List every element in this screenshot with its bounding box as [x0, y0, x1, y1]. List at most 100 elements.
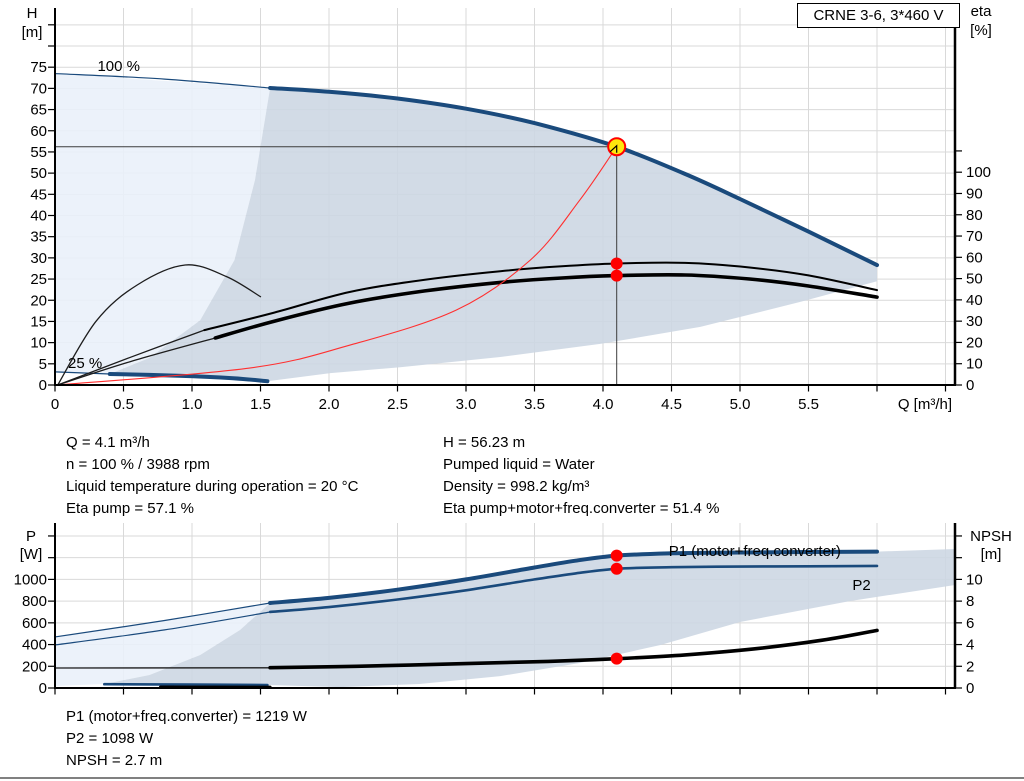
tick-label-left: 70 — [30, 80, 47, 97]
p1-curve — [268, 549, 879, 605]
duty-info-left: Q = 4.1 m³/h n = 100 % / 3988 rpm Liquid… — [66, 432, 358, 520]
tick-label-left: 65 — [30, 102, 47, 119]
pump-curve-25-thin — [54, 371, 111, 375]
tick-label-right: 100 — [966, 164, 991, 181]
tick-label-left: 20 — [30, 292, 47, 309]
tick-label-left: 200 — [22, 658, 47, 675]
tick-label-left: 35 — [30, 229, 47, 246]
tick-label-x: 3.5 — [524, 396, 545, 413]
tick-label-right: 30 — [966, 313, 983, 330]
pump-curve-100-thin — [54, 72, 271, 89]
tick-label-left: 5 — [39, 356, 47, 373]
speed-25-label: 25 % — [68, 355, 102, 372]
tick-label-x: 4.0 — [593, 396, 614, 413]
tick-label-x: 1.0 — [182, 396, 203, 413]
tick-label-x: 1.5 — [250, 396, 271, 413]
tick-label-left: 55 — [30, 144, 47, 161]
y-left-axis-title: H — [27, 5, 38, 22]
tick-label-right: 4 — [966, 637, 974, 654]
p2-curve — [268, 564, 879, 614]
info-line-p2: P2 = 1098 W — [66, 730, 154, 747]
tick-label-right: 20 — [966, 334, 983, 351]
info-line-liquid: Pumped liquid = Water — [443, 456, 595, 473]
info-line-head: H = 56.23 m — [443, 434, 526, 451]
tick-label-x: 2.0 — [319, 396, 340, 413]
tick-label-left: 0 — [39, 680, 47, 697]
envelope-dark — [109, 88, 878, 382]
envelope-light — [55, 73, 271, 374]
x-axis-title: Q [m³/h] — [898, 396, 952, 413]
tick-label-right: 0 — [966, 680, 974, 697]
info-line-density: Density = 998.2 kg/m³ — [443, 478, 590, 495]
y-left-axis-title: P — [26, 528, 36, 545]
tick-label-right: 90 — [966, 185, 983, 202]
tick-label-left: 50 — [30, 165, 47, 182]
tick-label-left: 1000 — [14, 571, 47, 588]
duty-point-p2 — [610, 562, 623, 575]
speed-100-label: 100 % — [97, 58, 140, 75]
tick-label-left: 40 — [30, 208, 47, 225]
eta-curve-25 — [57, 264, 262, 386]
duty-info-right: H = 56.23 m Pumped liquid = Water Densit… — [443, 432, 719, 520]
p2-curve-thin — [54, 611, 271, 646]
tick-label-left: 75 — [30, 59, 47, 76]
p1-curve-label: P1 (motor+freq.converter) — [669, 543, 841, 560]
npsh-curve — [268, 628, 879, 670]
y-right-axis-unit: [%] — [970, 22, 992, 39]
tick-label-left: 10 — [30, 335, 47, 352]
control-curve — [57, 146, 618, 386]
duty-point-eta-pump — [610, 257, 623, 270]
eta-total-curve — [213, 272, 879, 340]
tick-label-left: 0 — [39, 377, 47, 394]
tick-label-x: 5.0 — [730, 396, 751, 413]
tick-label-right: 0 — [966, 377, 974, 394]
pump-model-title: CRNE 3-6, 3*460 V — [797, 3, 960, 28]
pump-curve-25 — [107, 371, 270, 384]
y-right-axis-title: eta — [971, 3, 993, 20]
tick-label-right: 6 — [966, 615, 974, 632]
p1-curve-25 — [103, 682, 269, 687]
info-line-temperature: Liquid temperature during operation = 20… — [66, 478, 359, 495]
tick-label-left: 600 — [22, 615, 47, 632]
tick-label-right: 60 — [966, 249, 983, 266]
y-right-axis-unit: [m] — [981, 546, 1002, 563]
info-line-npsh: NPSH = 2.7 m — [66, 752, 163, 769]
tick-label-x: 4.5 — [661, 396, 682, 413]
y-right-axis-title: NPSH — [970, 528, 1012, 545]
info-line-eta-pump: Eta pump = 57.1 % — [66, 500, 194, 517]
duty-point-npsh — [610, 652, 623, 665]
info-line-speed: n = 100 % / 3988 rpm — [66, 456, 210, 473]
tick-label-right: 2 — [966, 658, 974, 675]
tick-label-right: 50 — [966, 271, 983, 288]
tick-label-right: 70 — [966, 228, 983, 245]
tick-label-right: 80 — [966, 207, 983, 224]
power-info: P1 (motor+freq.converter) = 1219 W P2 = … — [66, 706, 307, 772]
info-line-q: Q = 4.1 m³/h — [66, 434, 150, 451]
eta-pump-curve — [203, 261, 878, 332]
info-line-eta-total: Eta pump+motor+freq.converter = 51.4 % — [443, 500, 720, 517]
pump-curve-100 — [268, 85, 879, 268]
tick-label-left: 45 — [30, 186, 47, 203]
tick-label-x: 0.5 — [113, 396, 134, 413]
duty-point-p1 — [610, 549, 623, 562]
p2-curve-label: P2 — [852, 577, 870, 594]
y-left-axis-unit: [W] — [20, 546, 43, 563]
tick-label-x: 0 — [51, 396, 59, 413]
tick-label-left: 15 — [30, 313, 47, 330]
duty-point-eta-total — [610, 269, 623, 282]
eta-pump-curve-low — [57, 329, 205, 386]
envelope-light-b — [55, 603, 271, 686]
tick-label-x: 5.5 — [798, 396, 819, 413]
p1-curve-thin — [54, 602, 271, 638]
tick-label-left: 30 — [30, 250, 47, 267]
tick-label-left: 60 — [30, 123, 47, 140]
tick-label-right: 10 — [966, 571, 983, 588]
envelope-dark-b — [104, 549, 956, 688]
tick-label-x: 3.0 — [456, 396, 477, 413]
tick-label-left: 400 — [22, 637, 47, 654]
tick-label-x: 2.5 — [387, 396, 408, 413]
tick-label-left: 800 — [22, 593, 47, 610]
tick-label-right: 8 — [966, 593, 974, 610]
